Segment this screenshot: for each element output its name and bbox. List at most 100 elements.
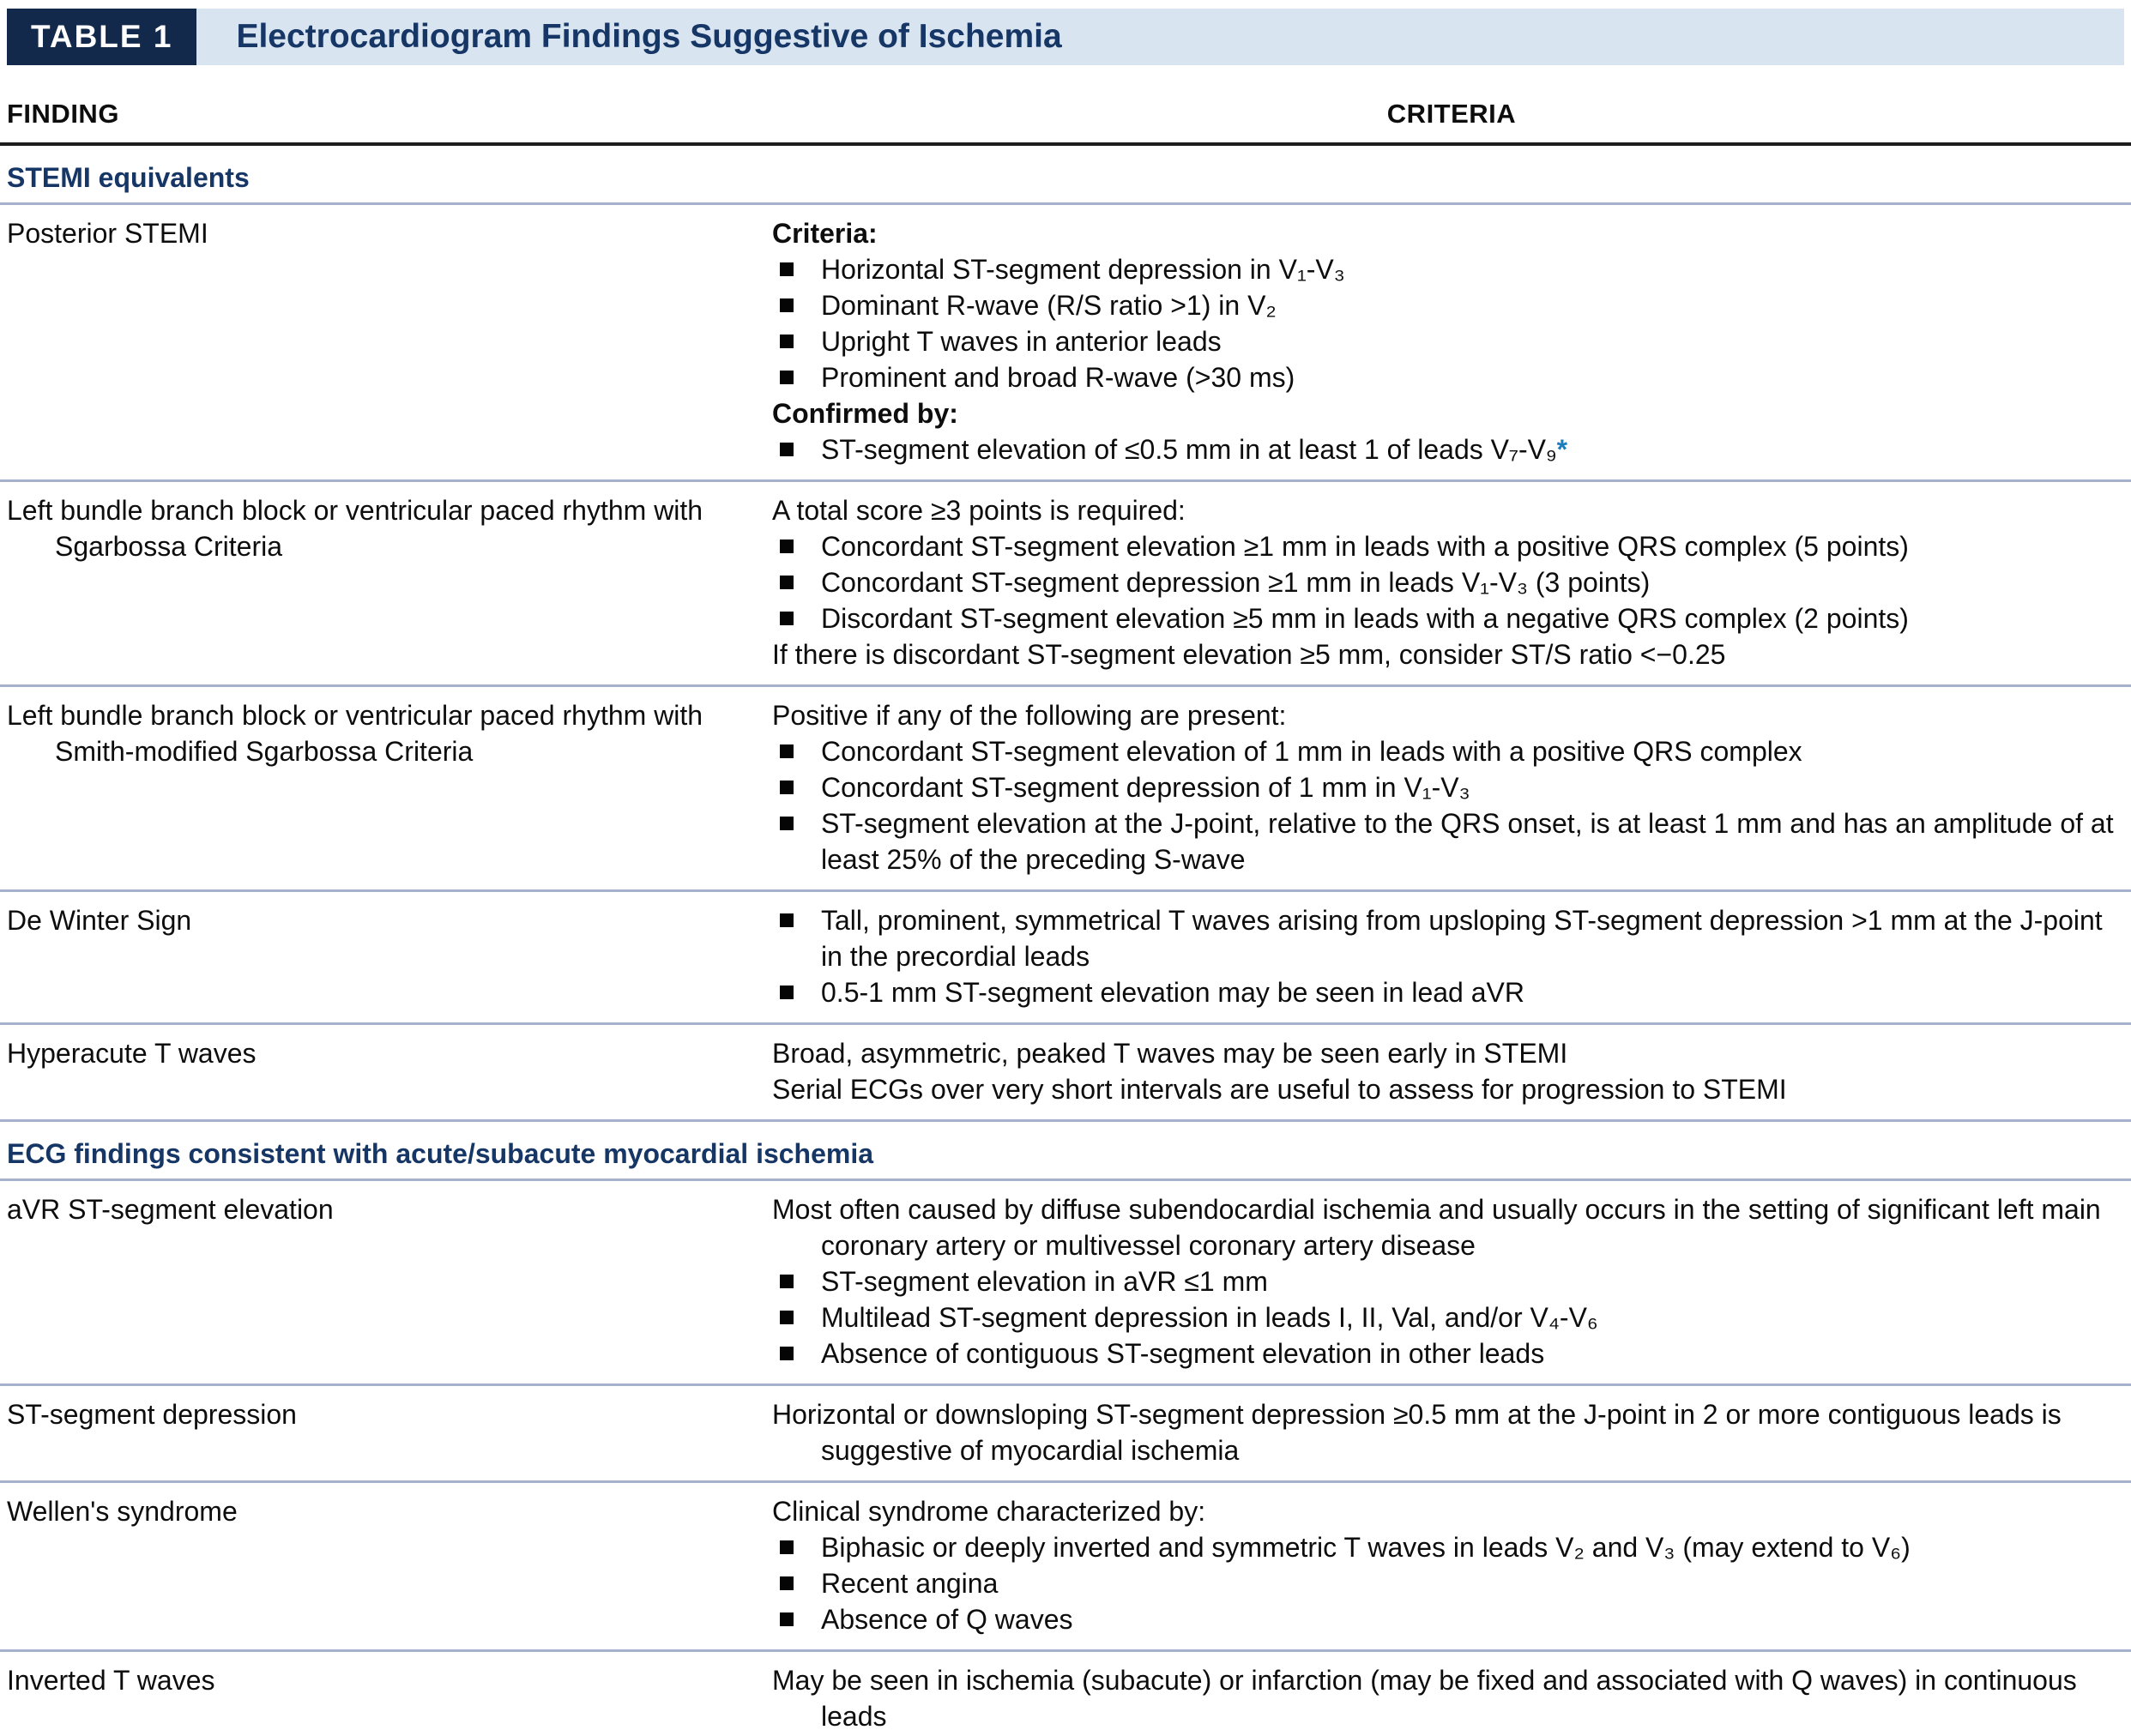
criteria-text: Absence of Q waves [821, 1604, 1073, 1635]
table-number-badge: TABLE 1 [7, 9, 197, 65]
criteria-text: Discordant ST-segment elevation ≥5 mm in… [821, 603, 1909, 634]
criteria-line: Biphasic or deeply inverted and symmetri… [772, 1529, 2124, 1565]
criteria-text: Positive if any of the following are pre… [772, 700, 1287, 731]
bullet-square-icon [780, 986, 794, 999]
table-title: Electrocardiogram Findings Suggestive of… [236, 18, 1062, 55]
criteria-line: Dominant R-wave (R/S ratio >1) in V₂ [772, 287, 2124, 323]
bullet-square-icon [780, 262, 794, 276]
criteria-line: Broad, asymmetric, peaked T waves may be… [772, 1035, 2124, 1071]
criteria-line: Concordant ST-segment elevation of 1 mm … [772, 733, 2124, 769]
criteria-line: 0.5-1 mm ST-segment elevation may be see… [772, 974, 2124, 1010]
bullet-square-icon [780, 371, 794, 384]
table-row: Inverted T waves May be seen in ischemia … [0, 1652, 2131, 1736]
section-header-row: ECG findings consistent with acute/subac… [0, 1122, 2131, 1181]
criteria-line: Tall, prominent, symmetrical T waves ari… [772, 902, 2124, 974]
criteria-line: May be seen in ischemia (subacute) or in… [772, 1662, 2124, 1734]
criteria-text: Recent angina [821, 1568, 999, 1599]
finding-cell: Posterior STEMI [7, 218, 208, 249]
criteria-line: Horizontal or downsloping ST-segment dep… [772, 1396, 2124, 1468]
criteria-cell: Criteria: Horizontal ST-segment depressio… [772, 215, 2131, 467]
column-header-finding: FINDING [7, 99, 119, 129]
criteria-text: Concordant ST-segment depression ≥1 mm i… [821, 567, 1651, 598]
criteria-text: Criteria: [772, 218, 878, 249]
table-row: aVR ST-segment elevation Most often cause… [0, 1181, 2131, 1386]
criteria-text: Upright T waves in anterior leads [821, 326, 1222, 357]
criteria-text: Horizontal or downsloping ST-segment dep… [772, 1399, 2062, 1466]
bullet-square-icon [780, 744, 794, 758]
bullet-square-icon [780, 1311, 794, 1324]
footnote-asterisk-link[interactable]: * [1556, 434, 1568, 465]
criteria-line: ST-segment elevation in aVR ≤1 mm [772, 1263, 2124, 1299]
criteria-line: Concordant ST-segment depression of 1 mm… [772, 769, 2124, 805]
criteria-cell: A total score ≥3 points is required: Conc… [772, 492, 2131, 672]
criteria-text: Biphasic or deeply inverted and symmetri… [821, 1532, 1911, 1563]
criteria-text: A total score ≥3 points is required: [772, 495, 1186, 526]
bullet-square-icon [780, 817, 794, 830]
criteria-text: May be seen in ischemia (subacute) or in… [772, 1665, 2077, 1732]
criteria-line: Clinical syndrome characterized by: [772, 1493, 2124, 1529]
criteria-line: Horizontal ST-segment depression in V₁-V… [772, 251, 2124, 287]
table-row: Posterior STEMI Criteria: Horizontal ST-se… [0, 205, 2131, 482]
bullet-square-icon [780, 913, 794, 927]
criteria-text: Clinical syndrome characterized by: [772, 1496, 1206, 1527]
finding-cell: ST-segment depression [7, 1399, 297, 1430]
criteria-line: Positive if any of the following are pre… [772, 697, 2124, 733]
criteria-line: A total score ≥3 points is required: [772, 492, 2124, 528]
bullet-square-icon [780, 1612, 794, 1626]
bullet-square-icon [780, 781, 794, 794]
criteria-cell: Tall, prominent, symmetrical T waves ari… [772, 902, 2131, 1010]
criteria-text: Confirmed by: [772, 398, 958, 429]
finding-cell: Hyperacute T waves [7, 1038, 257, 1069]
bullet-square-icon [780, 298, 794, 312]
section-header-label: ECG findings consistent with acute/subac… [7, 1138, 874, 1169]
table-row: Left bundle branch block or ventricular … [0, 482, 2131, 687]
table-row: De Winter Sign Tall, prominent, symmetric… [0, 892, 2131, 1025]
table-body: STEMI equivalents Posterior STEMI Criteria… [0, 146, 2131, 1736]
criteria-line: Absence of contiguous ST-segment elevati… [772, 1335, 2124, 1371]
criteria-line: ST-segment elevation of ≤0.5 mm in at le… [772, 431, 2124, 467]
criteria-line: Serial ECGs over very short intervals ar… [772, 1071, 2124, 1107]
column-header-criteria: CRITERIA [1386, 99, 1517, 129]
criteria-text: ST-segment elevation in aVR ≤1 mm [821, 1266, 1268, 1297]
bullet-square-icon [780, 1347, 794, 1360]
criteria-line: Concordant ST-segment depression ≥1 mm i… [772, 564, 2124, 600]
criteria-text: Most often caused by diffuse subendocard… [772, 1194, 2101, 1261]
bullet-square-icon [780, 576, 794, 589]
table-row: ST-segment depression Horizontal or downs… [0, 1386, 2131, 1483]
criteria-line: Absence of Q waves [772, 1601, 2124, 1637]
table-header-band: TABLE 1 Electrocardiogram Findings Sugge… [7, 9, 2124, 65]
table-row: Left bundle branch block or ventricular … [0, 687, 2131, 892]
criteria-text: If there is discordant ST-segment elevat… [772, 639, 1726, 670]
criteria-line: Upright T waves in anterior leads [772, 323, 2124, 359]
finding-cell: Left bundle branch block or ventricular … [7, 495, 703, 562]
criteria-line: Recent angina [772, 1565, 2124, 1601]
criteria-cell: Clinical syndrome characterized by: Bipha… [772, 1493, 2131, 1637]
criteria-line: Criteria: [772, 215, 2124, 251]
bullet-square-icon [780, 539, 794, 553]
bullet-square-icon [780, 1576, 794, 1590]
criteria-text: Concordant ST-segment elevation of 1 mm … [821, 736, 1802, 767]
criteria-text: ST-segment elevation at the J-point, rel… [821, 808, 2114, 875]
section-header-label: STEMI equivalents [7, 162, 250, 193]
criteria-cell: Horizontal or downsloping ST-segment dep… [772, 1396, 2131, 1468]
criteria-text: Broad, asymmetric, peaked T waves may be… [772, 1038, 1568, 1069]
bullet-square-icon [780, 1540, 794, 1554]
criteria-line: Prominent and broad R-wave (>30 ms) [772, 359, 2124, 395]
criteria-line: ST-segment elevation at the J-point, rel… [772, 805, 2124, 877]
criteria-cell: Most often caused by diffuse subendocard… [772, 1191, 2131, 1371]
criteria-text: Prominent and broad R-wave (>30 ms) [821, 362, 1295, 393]
table-row: Hyperacute T waves Broad, asymmetric, pea… [0, 1025, 2131, 1122]
criteria-text: Concordant ST-segment depression of 1 mm… [821, 772, 1470, 803]
finding-cell: Left bundle branch block or ventricular … [7, 700, 703, 767]
criteria-cell: Broad, asymmetric, peaked T waves may be… [772, 1035, 2131, 1107]
table-row: Wellen's syndrome Clinical syndrome chara… [0, 1483, 2131, 1652]
criteria-text: Horizontal ST-segment depression in V₁-V… [821, 254, 1345, 285]
finding-cell: Wellen's syndrome [7, 1496, 238, 1527]
criteria-cell: Positive if any of the following are pre… [772, 697, 2131, 877]
criteria-text: ST-segment elevation of ≤0.5 mm in at le… [821, 434, 1557, 465]
criteria-line: Most often caused by diffuse subendocard… [772, 1191, 2124, 1263]
criteria-line: Discordant ST-segment elevation ≥5 mm in… [772, 600, 2124, 636]
criteria-line: Concordant ST-segment elevation ≥1 mm in… [772, 528, 2124, 564]
finding-cell: aVR ST-segment elevation [7, 1194, 334, 1225]
